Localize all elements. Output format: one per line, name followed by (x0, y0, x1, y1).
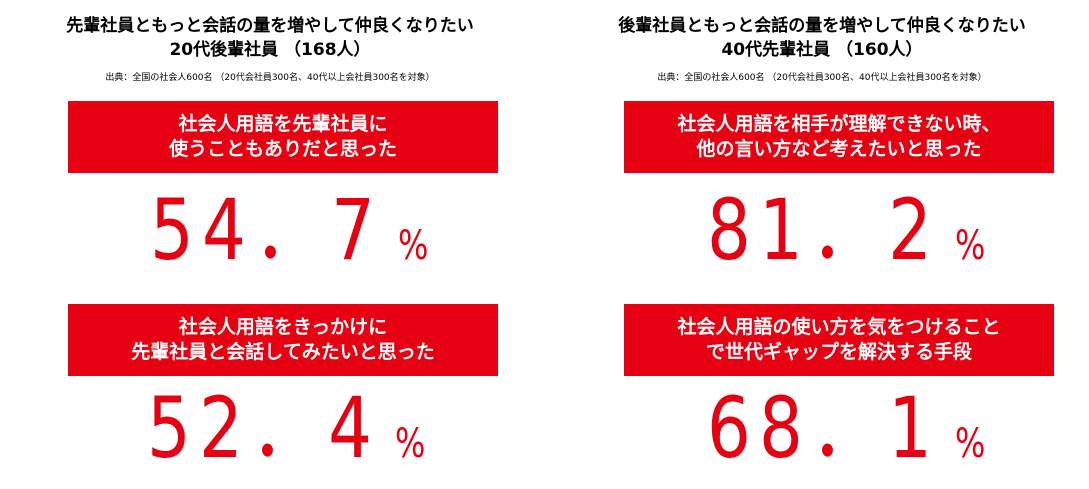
statement-line1: 社会人用語を相手が理解できない時、 (677, 113, 1001, 135)
statement-line2: 先輩社員と会話してみたいと思った (131, 341, 435, 363)
statement-line2: 使うこともありだと思った (168, 138, 397, 160)
panel-20s-junior: 先輩社員ともっと会話の量を増やして仲良くなりたい 20代後輩社員 （168人） … (10, 0, 530, 489)
stat-value: 81．2 (707, 181, 941, 279)
statement-line1: 社会人用語をきっかけに (178, 316, 388, 338)
stat-value: 54．7 (150, 181, 384, 279)
panel-title-line2: 40代先輩社員 （160人） (721, 40, 923, 60)
percent-sign: % (955, 421, 986, 467)
percent-sign: % (955, 223, 986, 269)
percent-sign: % (398, 223, 429, 269)
statement-line2: で世代ギャップを解決する手段 (705, 341, 972, 363)
source-note: 出典：全国の社会人600名 （20代会社員300名、40代以上会社員300名を対… (657, 73, 987, 83)
percentage-stat-2: 68．1% (707, 386, 993, 470)
stat-value: 52．4 (147, 379, 381, 477)
statement-banner-1: 社会人用語を相手が理解できない時、 他の言い方など考えたいと思った (624, 101, 1054, 173)
panel-title-line1: 先輩社員ともっと会話の量を増やして仲良くなりたい (66, 16, 474, 36)
percent-sign: % (395, 421, 426, 467)
panel-title-line2: 20代後輩社員 （168人） (169, 40, 371, 60)
percentage-stat-1: 54．7% (150, 188, 436, 272)
statement-line1: 社会人用語を先輩社員に (178, 113, 388, 135)
source-note: 出典：全国の社会人600名 （20代会社員300名、40代以上会社員300名を対… (105, 73, 435, 83)
statement-banner-2: 社会人用語の使い方を気をつけること で世代ギャップを解決する手段 (624, 304, 1054, 376)
panel-40s-senior: 後輩社員ともっと会話の量を増やして仲良くなりたい 40代先輩社員 （160人） … (562, 0, 1082, 489)
statement-banner-2: 社会人用語をきっかけに 先輩社員と会話してみたいと思った (68, 304, 498, 376)
percentage-stat-2: 52．4% (147, 386, 433, 470)
statement-line1: 社会人用語の使い方を気をつけること (677, 316, 1001, 338)
stat-value: 68．1 (707, 379, 941, 477)
panel-title-line1: 後輩社員ともっと会話の量を増やして仲良くなりたい (618, 16, 1026, 36)
percentage-stat-1: 81．2% (707, 188, 993, 272)
statement-line2: 他の言い方など考えたいと思った (696, 138, 982, 160)
statement-banner-1: 社会人用語を先輩社員に 使うこともありだと思った (68, 101, 498, 173)
